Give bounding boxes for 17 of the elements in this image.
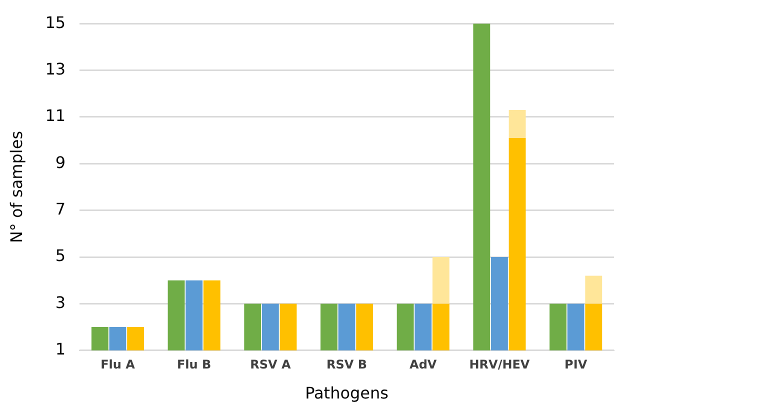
x-tick-label: RSV B [326, 358, 368, 372]
y-tick-label: 5 [55, 246, 66, 266]
y-tick-label: 7 [55, 200, 66, 218]
x-tick-label: Flu A [100, 358, 136, 372]
y-tick-label: 11 [45, 106, 66, 126]
x-tick-label: PIV [564, 358, 588, 372]
y-tick-label: 9 [55, 152, 66, 172]
x-tick-label: HRV/HEV [469, 358, 530, 372]
x-tick-label: AdV [410, 358, 438, 372]
x-tick-label: Flu B [176, 358, 212, 372]
x-tick-label: RSV A [250, 358, 292, 372]
y-tick-label: 15 [45, 12, 66, 32]
y-tick-label: 13 [45, 59, 66, 78]
x-axis-title: Pathogens [305, 384, 388, 403]
y-tick-label: 3 [55, 292, 66, 312]
y-tick-label: 1 [55, 340, 66, 359]
y-axis-title: N° of samples [6, 130, 26, 244]
